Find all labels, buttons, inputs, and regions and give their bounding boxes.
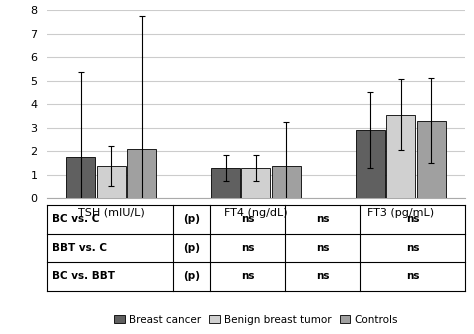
- Text: ns: ns: [316, 214, 329, 224]
- Bar: [66, 157, 95, 198]
- Text: (p): (p): [183, 243, 200, 253]
- Legend: Breast cancer, Benign breast tumor, Controls: Breast cancer, Benign breast tumor, Cont…: [110, 311, 402, 329]
- Text: BC vs. BBT: BC vs. BBT: [52, 271, 115, 281]
- Text: ns: ns: [316, 271, 329, 281]
- Text: ns: ns: [316, 243, 329, 253]
- Text: ns: ns: [241, 214, 255, 224]
- Text: ns: ns: [406, 214, 419, 224]
- Bar: [127, 149, 156, 198]
- Text: BBT vs. C: BBT vs. C: [52, 243, 107, 253]
- Bar: [386, 115, 415, 198]
- Text: ns: ns: [406, 271, 419, 281]
- Bar: [272, 166, 301, 198]
- Text: (p): (p): [183, 271, 200, 281]
- Bar: [97, 166, 126, 198]
- Text: (p): (p): [183, 214, 200, 224]
- Text: ns: ns: [406, 243, 419, 253]
- Bar: [241, 168, 271, 198]
- Bar: [211, 168, 240, 198]
- Text: BC vs. C: BC vs. C: [52, 214, 99, 224]
- Text: ns: ns: [241, 271, 255, 281]
- Text: ns: ns: [241, 243, 255, 253]
- Bar: [356, 130, 385, 198]
- Bar: [417, 121, 446, 198]
